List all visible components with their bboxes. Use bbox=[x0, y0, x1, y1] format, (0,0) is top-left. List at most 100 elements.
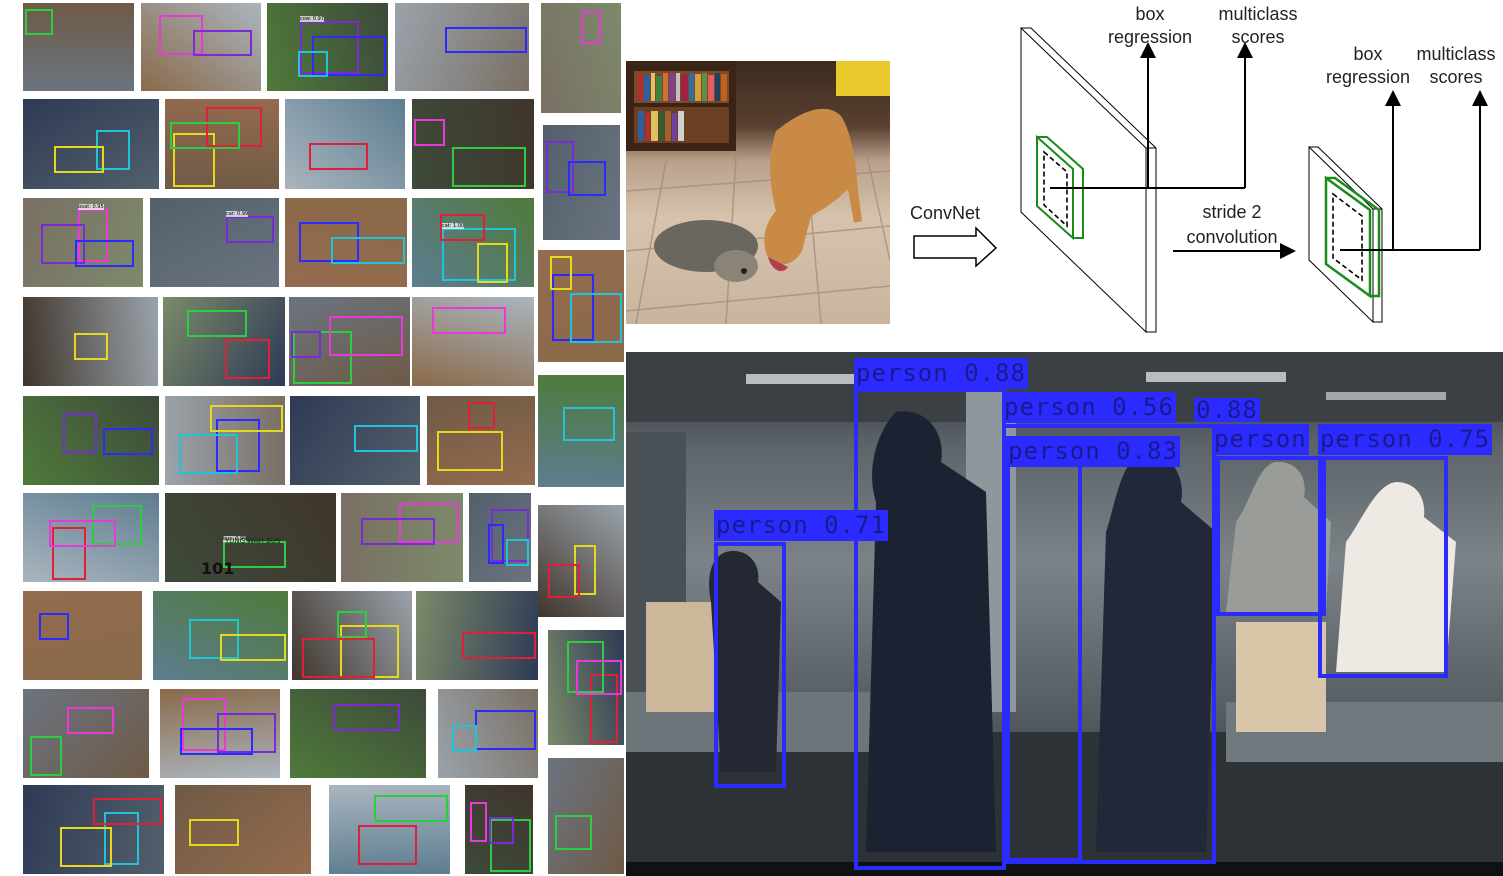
thumbnail-detection-box: boat: 0.95 bbox=[78, 204, 108, 262]
detection-thumbnail bbox=[23, 591, 142, 680]
detection-label: person 0.88 bbox=[854, 358, 1028, 389]
detection-thumbnail bbox=[538, 250, 624, 362]
thumbnail-detection-box bbox=[206, 107, 262, 147]
default-box-small bbox=[1324, 175, 1381, 299]
thumbnail-detection-box: cow: 0.97 bbox=[300, 16, 359, 74]
thumbnail-detection-box bbox=[182, 698, 226, 751]
head2-cls-label-2: scores bbox=[1429, 67, 1483, 87]
detection-thumbnail: bus: 0.99 YUNG WAH BUS 101 bbox=[165, 493, 336, 582]
thumbnail-detection-box bbox=[173, 133, 215, 187]
thumbnail-detection-box bbox=[170, 122, 240, 149]
thumbnail-detection-box bbox=[477, 243, 508, 283]
head1-cls-label-2: scores bbox=[1231, 27, 1285, 47]
person-silhouette bbox=[866, 411, 996, 852]
thumbnail-detection-box bbox=[490, 819, 531, 872]
thumbnail-detection-box bbox=[75, 240, 134, 267]
thumbnail-detection-box bbox=[179, 434, 238, 474]
thumbnail-detection-box bbox=[225, 339, 270, 379]
thumbnail-detection-box: cat: 1.00 bbox=[442, 223, 516, 281]
thumbnail-class-tag: cow: 0.97 bbox=[300, 16, 325, 22]
head1-cls-label-1: multiclass bbox=[1218, 4, 1298, 24]
thumbnail-detection-box bbox=[216, 419, 260, 472]
office-detection-frame: person 0.88 person 0.56 0.88 person 0.83… bbox=[626, 352, 1503, 876]
thumbnail-detection-box bbox=[337, 611, 367, 638]
thumbnail-detection-box bbox=[440, 214, 485, 241]
detection-thumbnail bbox=[538, 375, 624, 487]
thumbnail-class-tag: car: 0.99 bbox=[226, 211, 249, 217]
thumbnail-detection-box bbox=[555, 815, 592, 850]
thumbnail-detection-box bbox=[217, 713, 276, 753]
thumbnail-detection-box: bus: 0.99 bbox=[223, 536, 286, 568]
head2-box-label-2: regression bbox=[1325, 67, 1411, 87]
bus-sign-text: YUNG WAH BUS bbox=[225, 537, 281, 545]
detection-thumbnail bbox=[23, 785, 164, 874]
thumbnail-detection-box bbox=[298, 51, 328, 77]
thumbnail-detection-box bbox=[437, 431, 503, 471]
detection-thumbnail bbox=[427, 396, 535, 485]
thumbnail-detection-box bbox=[74, 333, 108, 360]
head2-cls-label-1: multiclass bbox=[1416, 44, 1496, 64]
cat-dog-photo bbox=[626, 61, 890, 324]
thumbnail-detection-box bbox=[291, 331, 321, 358]
thumbnail-detection-box: car: 0.99 bbox=[226, 211, 274, 243]
thumbnail-detection-box bbox=[333, 704, 400, 731]
detection-box-person bbox=[1006, 452, 1082, 862]
detection-thumbnail bbox=[341, 493, 463, 582]
thumbnail-detection-box bbox=[468, 402, 495, 429]
detection-thumbnail bbox=[469, 493, 531, 582]
thumbnail-detection-box bbox=[104, 812, 139, 865]
detection-thumbnail bbox=[329, 785, 450, 874]
thumbnail-detection-box bbox=[96, 130, 130, 170]
thumbnail-detection-box bbox=[63, 413, 97, 453]
detection-thumbnail bbox=[165, 396, 285, 485]
thumbnail-detection-box bbox=[52, 527, 86, 580]
thumbnail-detection-box bbox=[358, 825, 417, 865]
thumbnail-detection-box bbox=[576, 660, 622, 695]
diagram-svg bbox=[913, 26, 1488, 334]
thumbnail-detection-box bbox=[548, 564, 580, 598]
detection-thumbnail bbox=[292, 591, 412, 680]
dog-shape bbox=[764, 108, 862, 265]
convnet-label: ConvNet bbox=[910, 203, 981, 223]
detection-thumbnail bbox=[285, 99, 405, 189]
detection-thumbnail bbox=[23, 689, 149, 778]
detection-thumbnail bbox=[165, 99, 279, 189]
detection-label: person bbox=[1212, 424, 1309, 455]
thumbnail-detection-box bbox=[159, 15, 203, 55]
thumbnail-detection-box bbox=[329, 316, 403, 356]
thumbnail-detection-box bbox=[189, 619, 239, 659]
stride-label-line2: convolution bbox=[1186, 227, 1278, 247]
convnet-arrow bbox=[913, 226, 998, 268]
thumbnail-detection-box bbox=[470, 802, 487, 842]
thumbnail-detection-box bbox=[475, 710, 536, 750]
detection-thumbnail bbox=[175, 785, 311, 874]
thumbnail-detection-box bbox=[39, 613, 69, 640]
detection-thumbnail bbox=[541, 3, 621, 113]
person-silhouette bbox=[1096, 452, 1216, 852]
thumbnail-detection-box bbox=[299, 222, 359, 262]
thumbnail-detection-box bbox=[220, 634, 286, 661]
detection-label: person 0.71 bbox=[714, 510, 888, 541]
head1-box-label-2: regression bbox=[1107, 27, 1193, 47]
detection-thumbnail bbox=[23, 493, 159, 582]
detection-thumbnail bbox=[395, 3, 529, 91]
detection-thumbnail: cat: 1.00 bbox=[412, 198, 534, 287]
thumbnail-detection-box bbox=[462, 632, 536, 659]
detection-thumbnail bbox=[416, 591, 538, 680]
head2-box-label-1: box bbox=[1353, 44, 1383, 64]
thumbnail-detection-box bbox=[361, 518, 435, 545]
detection-box-person bbox=[714, 542, 786, 788]
thumbnail-detection-box bbox=[432, 307, 506, 334]
detection-thumbnail bbox=[543, 125, 620, 240]
detection-thumbnail bbox=[412, 297, 534, 386]
head1-box-label-1: box bbox=[1135, 4, 1165, 24]
detection-thumbnail bbox=[438, 689, 538, 778]
detection-thumbnail bbox=[163, 297, 285, 386]
thumbnail-detection-box bbox=[546, 141, 574, 193]
ssd-architecture-diagram: ConvNet stride 2 convolution box regress… bbox=[890, 0, 1503, 350]
detection-thumbnail bbox=[153, 591, 288, 680]
thumbnail-detection-box bbox=[189, 819, 239, 846]
detection-thumbnail bbox=[160, 689, 280, 778]
thumbnail-detection-box bbox=[506, 539, 529, 566]
stride-label-line1: stride 2 bbox=[1202, 202, 1262, 222]
